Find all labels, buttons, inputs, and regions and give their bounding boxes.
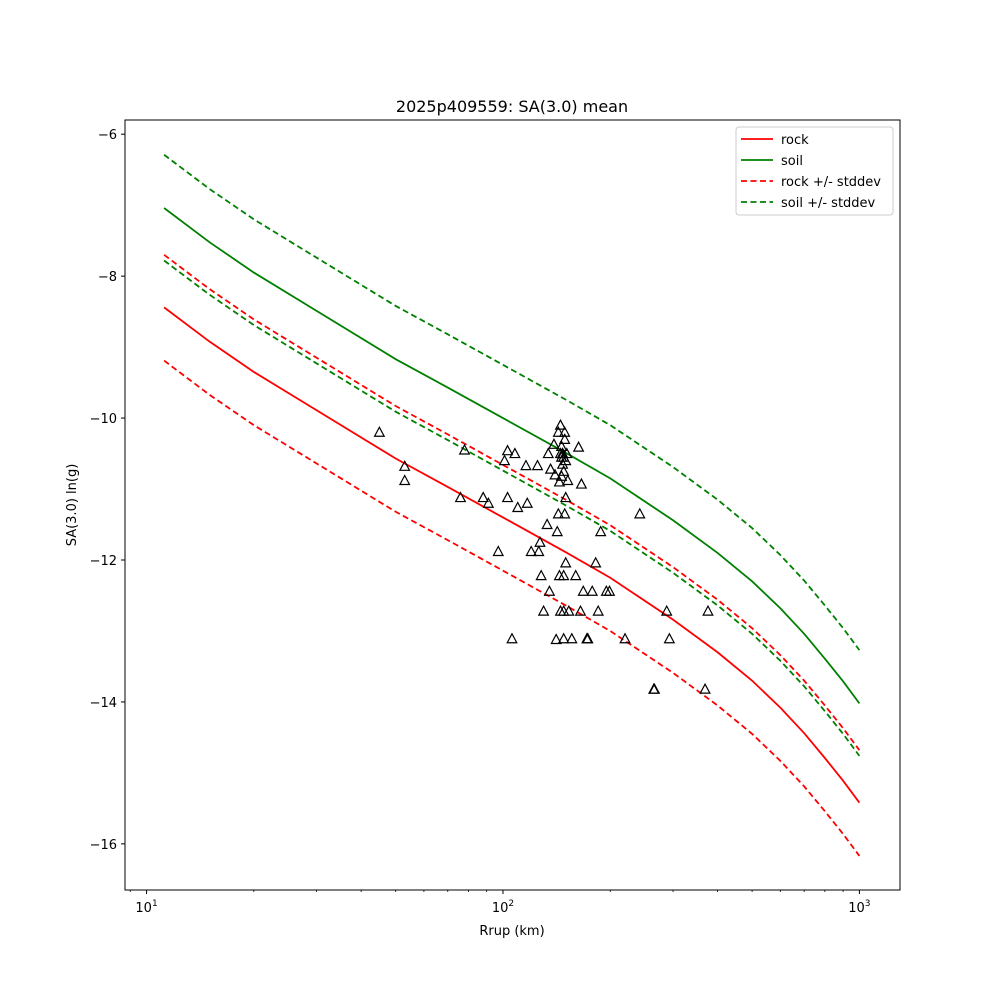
observation-triangle xyxy=(543,584,556,596)
observation-triangle xyxy=(575,477,588,489)
observation-triangle xyxy=(534,535,546,547)
observation-triangle xyxy=(558,433,571,444)
x-tick-label: 101 xyxy=(135,899,157,916)
observation-triangle xyxy=(535,569,547,581)
observation-triangle xyxy=(633,507,646,519)
observation-triangle xyxy=(553,475,566,487)
observation-triangle xyxy=(551,525,564,537)
observation-triangle xyxy=(501,444,514,456)
legend-label: rock xyxy=(781,133,809,148)
observation-triangle xyxy=(663,632,676,644)
observation-triangle xyxy=(482,496,495,508)
observation-triangle xyxy=(541,518,553,530)
observation-triangle xyxy=(557,465,570,476)
observation-triangle xyxy=(552,425,565,437)
y-axis-label: SA(3.0) ln(g) xyxy=(65,464,80,547)
legend-label: soil +/- stddev xyxy=(781,196,876,211)
rock-stddev-series-line xyxy=(163,254,861,751)
observation-triangle xyxy=(557,632,570,644)
observation-triangle xyxy=(559,491,572,503)
observation-triangle xyxy=(574,604,587,616)
rock-stddev-series-line xyxy=(163,359,861,857)
y-tick-label: −14 xyxy=(90,696,117,711)
soil-stddev-series-line xyxy=(163,259,861,757)
observation-triangle xyxy=(458,443,471,455)
x-tick-label: 102 xyxy=(492,899,514,916)
legend: rock soil rock +/- stddev soil +/- stddev xyxy=(735,126,894,216)
observation-triangle xyxy=(498,454,511,466)
observation-triangle xyxy=(525,545,537,557)
plot-area xyxy=(163,154,861,857)
observation-triangle xyxy=(506,632,518,644)
y-tick-label: −16 xyxy=(90,838,117,853)
observation-triangle xyxy=(699,682,711,694)
observation-triangle xyxy=(559,556,572,568)
observation-triangle xyxy=(521,496,534,508)
rock-series-line xyxy=(163,306,861,804)
observation-triangle xyxy=(398,474,411,486)
observation-triangle xyxy=(544,462,557,474)
observation-triangle xyxy=(702,604,714,616)
observation-triangle xyxy=(550,633,562,645)
x-axis-label: Rrup (km) xyxy=(479,924,544,939)
soil-stddev-series-line xyxy=(163,154,861,651)
observation-triangle xyxy=(603,584,616,596)
axis-ticks: 101 102 103 −6 −8 −10 −12 −14 −16 xyxy=(90,128,871,916)
chart-title: 2025p409559: SA(3.0) mean xyxy=(396,97,628,116)
y-tick-label: −12 xyxy=(90,554,117,569)
y-tick-label: −8 xyxy=(98,270,117,285)
observation-triangle xyxy=(554,418,567,430)
y-tick-label: −6 xyxy=(98,128,117,143)
observation-triangle xyxy=(552,507,565,519)
observation-triangle xyxy=(561,474,574,486)
observation-points xyxy=(373,418,714,694)
observation-triangle xyxy=(454,491,467,503)
observation-triangle xyxy=(660,604,673,616)
observation-triangle xyxy=(648,682,661,694)
legend-box xyxy=(735,126,894,216)
observation-triangle xyxy=(511,501,524,513)
observation-triangle xyxy=(560,447,573,459)
observation-triangle xyxy=(566,632,578,644)
observation-triangle xyxy=(537,604,550,616)
observation-triangle xyxy=(589,556,602,568)
observation-triangle xyxy=(586,584,599,596)
observation-triangle xyxy=(559,454,572,466)
axes-frame xyxy=(124,119,901,891)
observation-triangle xyxy=(592,604,604,616)
observation-triangle xyxy=(531,459,544,471)
observation-triangle xyxy=(582,632,594,644)
observation-triangle xyxy=(477,491,489,503)
observation-triangle xyxy=(548,438,560,449)
legend-label: soil xyxy=(781,154,803,169)
observation-triangle xyxy=(549,468,561,480)
legend-label: rock +/- stddev xyxy=(781,175,881,190)
observation-triangle xyxy=(594,525,607,537)
observation-triangle xyxy=(572,440,585,452)
observation-triangle xyxy=(509,447,521,459)
observation-triangle xyxy=(492,545,505,557)
observation-triangle xyxy=(557,569,570,581)
legend-items: rock soil rock +/- stddev soil +/- stddev xyxy=(741,133,881,211)
observation-triangle xyxy=(501,491,514,503)
observation-triangle xyxy=(558,507,571,519)
observation-triangle xyxy=(542,447,555,459)
observation-triangle xyxy=(563,604,575,616)
observation-triangle xyxy=(577,584,590,596)
observation-triangle xyxy=(619,632,631,644)
observation-triangle xyxy=(569,569,582,581)
y-tick-label: −10 xyxy=(90,412,117,427)
observation-triangle xyxy=(532,545,545,557)
soil-series-line xyxy=(163,207,861,704)
observation-triangle xyxy=(398,460,411,471)
observation-triangle xyxy=(520,459,532,471)
observation-triangle xyxy=(558,425,571,437)
observation-triangle xyxy=(373,425,386,437)
x-tick-label: 103 xyxy=(848,899,870,916)
